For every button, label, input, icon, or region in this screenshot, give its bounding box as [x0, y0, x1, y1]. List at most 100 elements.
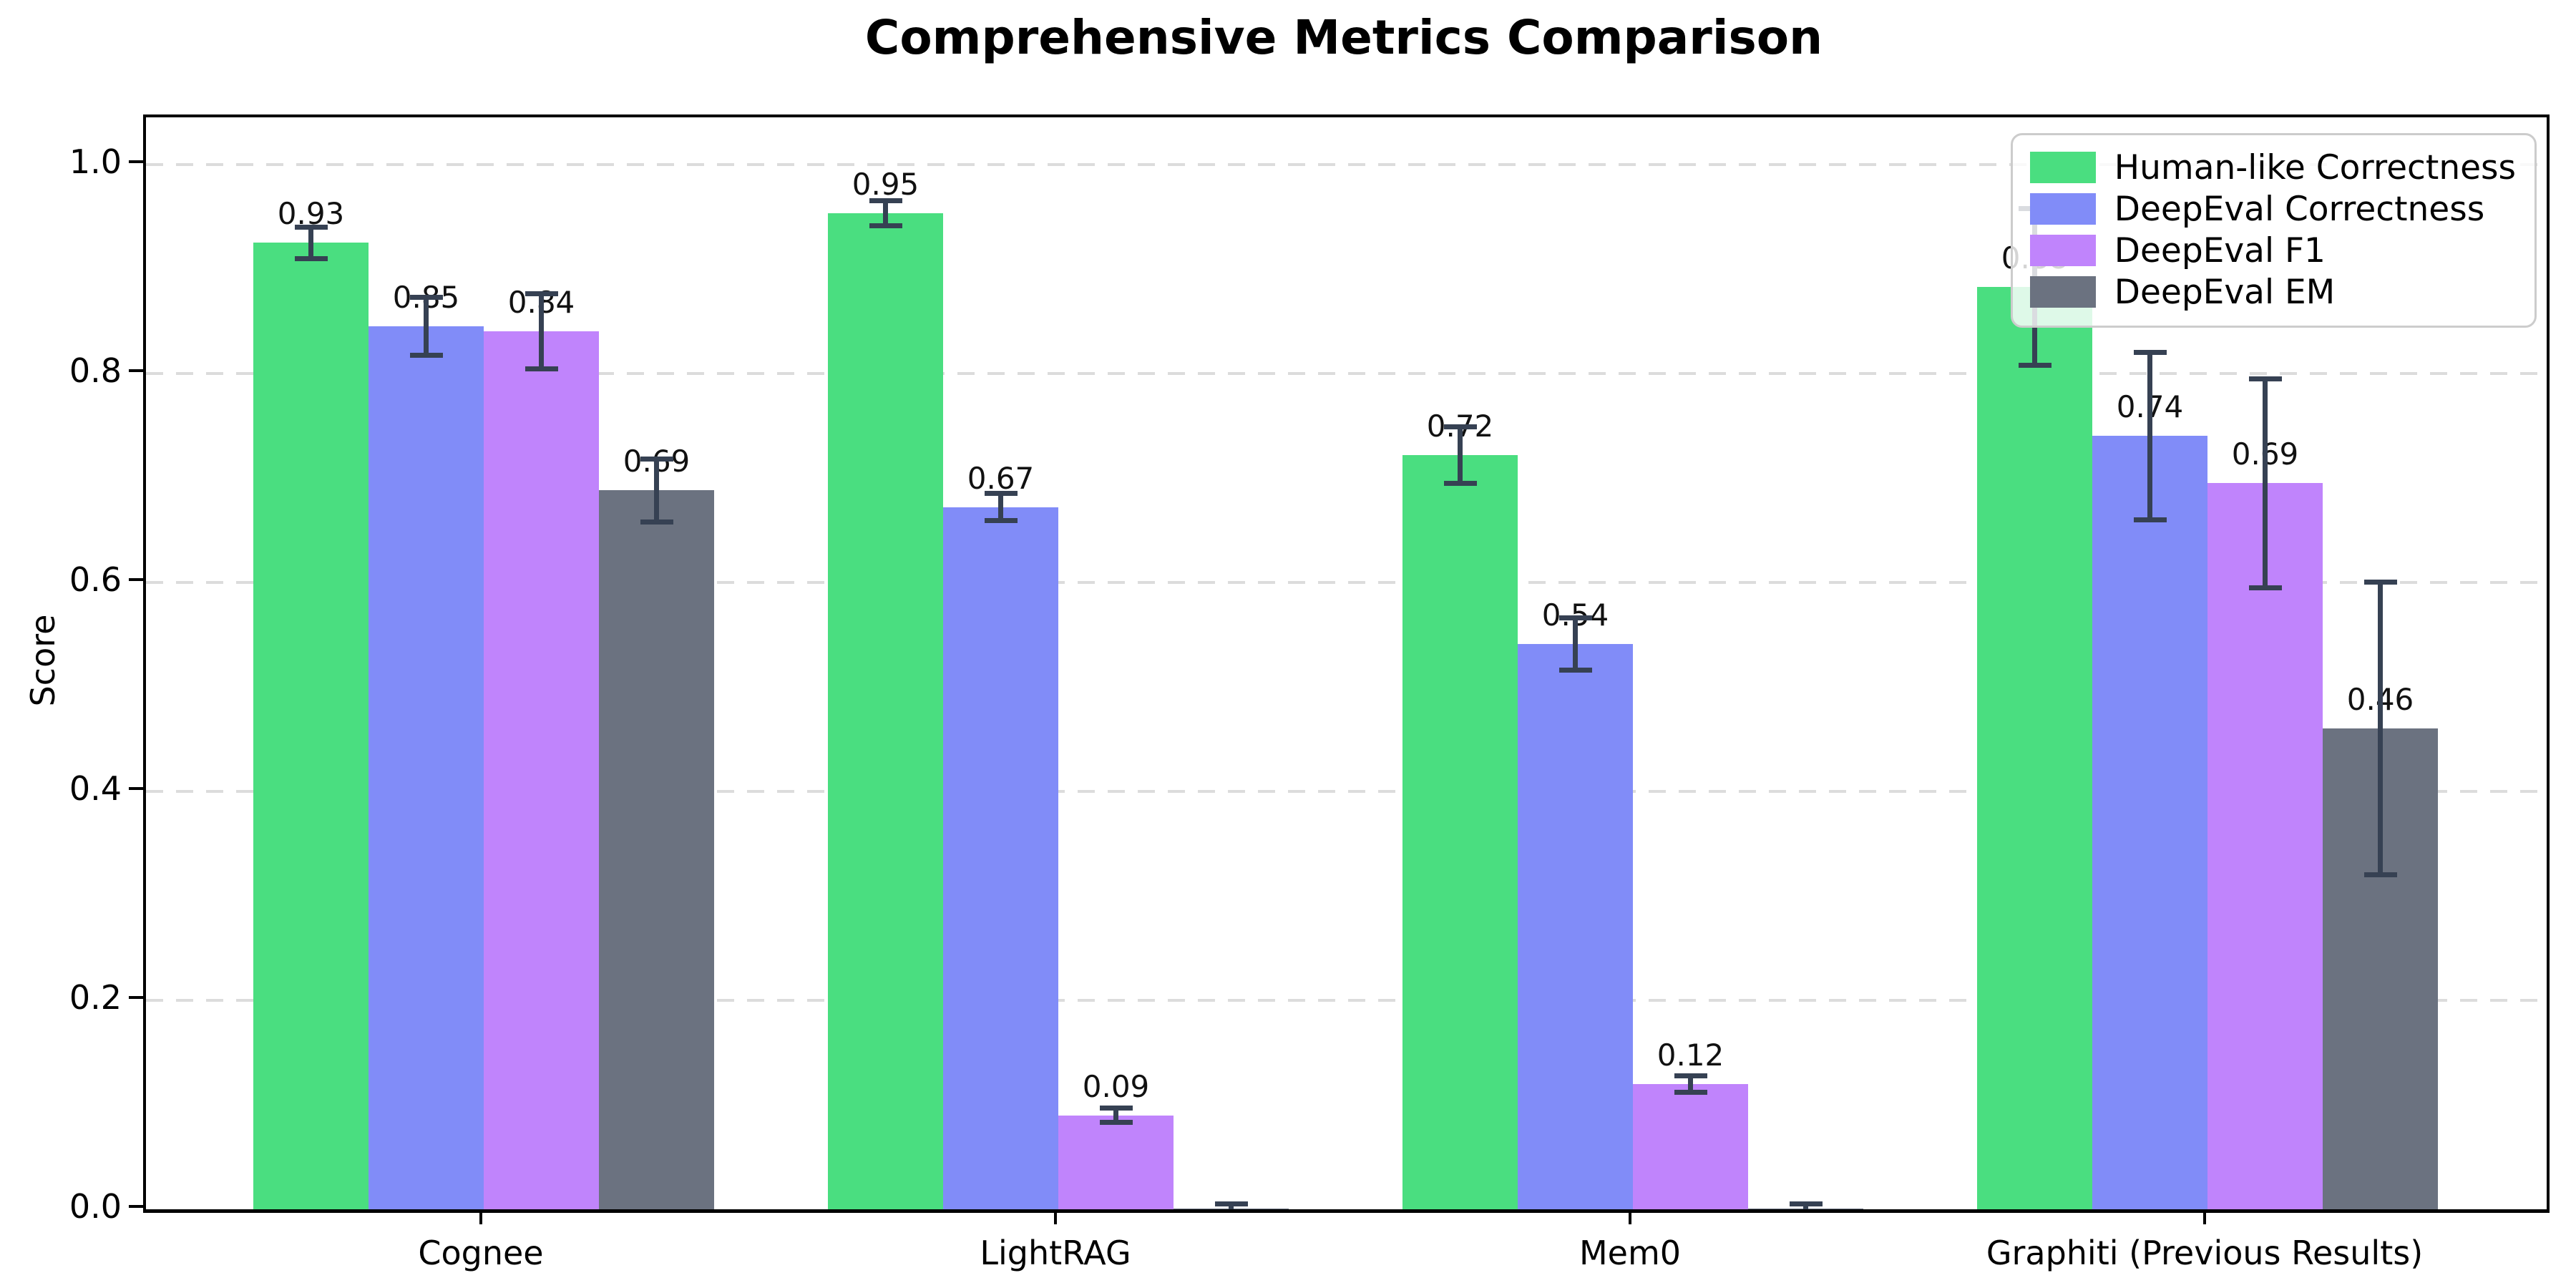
bar — [2207, 483, 2323, 1209]
error-bar-cap-top — [1558, 615, 1592, 620]
bar — [1518, 644, 1633, 1209]
error-bar-line — [2263, 379, 2268, 588]
error-bar-cap-top — [984, 491, 1018, 497]
bar — [1402, 454, 1518, 1209]
error-bar-cap-top — [1674, 1073, 1707, 1078]
error-bar-cap-bottom — [409, 353, 443, 358]
error-bar-line — [2147, 352, 2152, 520]
y-tick-label: 0.2 — [69, 977, 122, 1017]
error-bar-line — [2378, 582, 2383, 875]
legend-label: DeepEval F1 — [2114, 230, 2326, 270]
error-bar-line — [424, 297, 429, 356]
plot-area: 0.930.950.720.880.850.670.540.740.840.09… — [143, 114, 2550, 1213]
bar — [599, 490, 714, 1209]
x-tick-mark — [479, 1210, 482, 1224]
bar-value-label: 0.12 — [1657, 1037, 1724, 1073]
gridline — [146, 998, 2547, 1002]
x-tick-mark — [1629, 1210, 1631, 1224]
x-tick-mark — [1054, 1210, 1057, 1224]
legend-swatch — [2029, 235, 2096, 266]
error-bar-cap-bottom — [525, 366, 558, 372]
error-bar-line — [1113, 1108, 1118, 1123]
error-bar-line — [1688, 1075, 1693, 1093]
error-bar-cap-top — [1214, 1201, 1248, 1207]
legend-swatch — [2029, 276, 2096, 308]
legend-label: DeepEval Correctness — [2114, 189, 2485, 229]
legend-item: DeepEval Correctness — [2029, 188, 2516, 230]
error-bar-cap-top — [640, 457, 673, 462]
legend: Human-like Correctness DeepEval Correctne… — [2010, 133, 2537, 328]
bar — [1058, 1115, 1174, 1209]
y-tick-label: 0.4 — [69, 769, 122, 808]
bar-value-label: 0.67 — [967, 460, 1035, 496]
bar — [1633, 1083, 1748, 1209]
error-bar-cap-bottom — [1215, 1210, 1248, 1213]
error-bar-line — [883, 200, 888, 226]
error-bar-cap-bottom — [984, 518, 1018, 524]
error-bar-cap-bottom — [869, 223, 902, 229]
error-bar-cap-top — [294, 224, 328, 230]
legend-label: Human-like Correctness — [2114, 147, 2516, 187]
error-bar-cap-bottom — [640, 519, 673, 525]
bar — [2092, 436, 2207, 1209]
legend-swatch — [2029, 193, 2096, 225]
legend-item: DeepEval EM — [2029, 271, 2516, 313]
legend-swatch — [2029, 152, 2096, 183]
legend-item: Human-like Correctness — [2029, 147, 2516, 188]
error-bar-cap-top — [869, 198, 902, 204]
bar — [369, 326, 484, 1209]
error-bar-cap-top — [2133, 350, 2167, 356]
x-tick-label: LightRAG — [980, 1234, 1131, 1272]
x-tick-label: Graphiti (Previous Results) — [1986, 1234, 2424, 1272]
error-bar-cap-top — [2363, 580, 2397, 585]
gridline — [146, 789, 2547, 793]
error-bar-cap-bottom — [1790, 1210, 1823, 1213]
y-tick-mark — [129, 160, 143, 163]
error-bar-cap-bottom — [1674, 1089, 1707, 1095]
legend-label: DeepEval EM — [2114, 272, 2336, 312]
error-bar-cap-top — [1789, 1201, 1823, 1207]
bar-value-label: 0.95 — [852, 167, 919, 203]
chart-title: Comprehensive Metrics Comparison — [864, 10, 1823, 65]
error-bar-cap-bottom — [2018, 362, 2051, 368]
error-bar-line — [1458, 426, 1463, 484]
y-tick-mark — [129, 786, 143, 790]
y-tick-mark — [129, 577, 143, 581]
gridline — [146, 371, 2547, 375]
error-bar-cap-top — [525, 291, 558, 297]
y-axis-label: Score — [24, 614, 62, 707]
bar — [943, 507, 1058, 1209]
error-bar-line — [654, 459, 659, 522]
error-bar-cap-bottom — [1558, 668, 1592, 673]
y-tick-label: 0.0 — [69, 1187, 122, 1226]
legend-item: DeepEval F1 — [2029, 230, 2516, 271]
error-bar-cap-bottom — [1443, 480, 1477, 486]
error-bar-line — [1229, 1204, 1234, 1209]
gridline — [146, 580, 2547, 584]
error-bar-cap-bottom — [2133, 517, 2167, 522]
error-bar-line — [1573, 618, 1578, 670]
gridline — [146, 162, 2547, 166]
bar — [484, 331, 599, 1209]
bar — [253, 243, 369, 1209]
error-bar-cap-bottom — [1099, 1120, 1133, 1126]
x-tick-mark — [2203, 1210, 2206, 1224]
error-bar-cap-bottom — [2248, 585, 2282, 590]
error-bar-cap-top — [1443, 424, 1477, 429]
error-bar-cap-top — [2248, 376, 2282, 381]
y-tick-mark — [129, 995, 143, 999]
bar — [828, 213, 943, 1209]
y-tick-label: 1.0 — [69, 142, 122, 181]
y-tick-mark — [129, 369, 143, 372]
error-bar-line — [308, 227, 313, 259]
error-bar-line — [539, 293, 544, 369]
x-tick-label: Mem0 — [1579, 1234, 1682, 1272]
error-bar-cap-bottom — [2363, 872, 2397, 878]
bar — [1977, 286, 2092, 1209]
error-bar-cap-top — [1099, 1105, 1133, 1111]
error-bar-line — [998, 493, 1003, 521]
error-bar-cap-bottom — [294, 255, 328, 261]
error-bar-cap-top — [409, 294, 443, 300]
y-tick-mark — [129, 1205, 143, 1208]
